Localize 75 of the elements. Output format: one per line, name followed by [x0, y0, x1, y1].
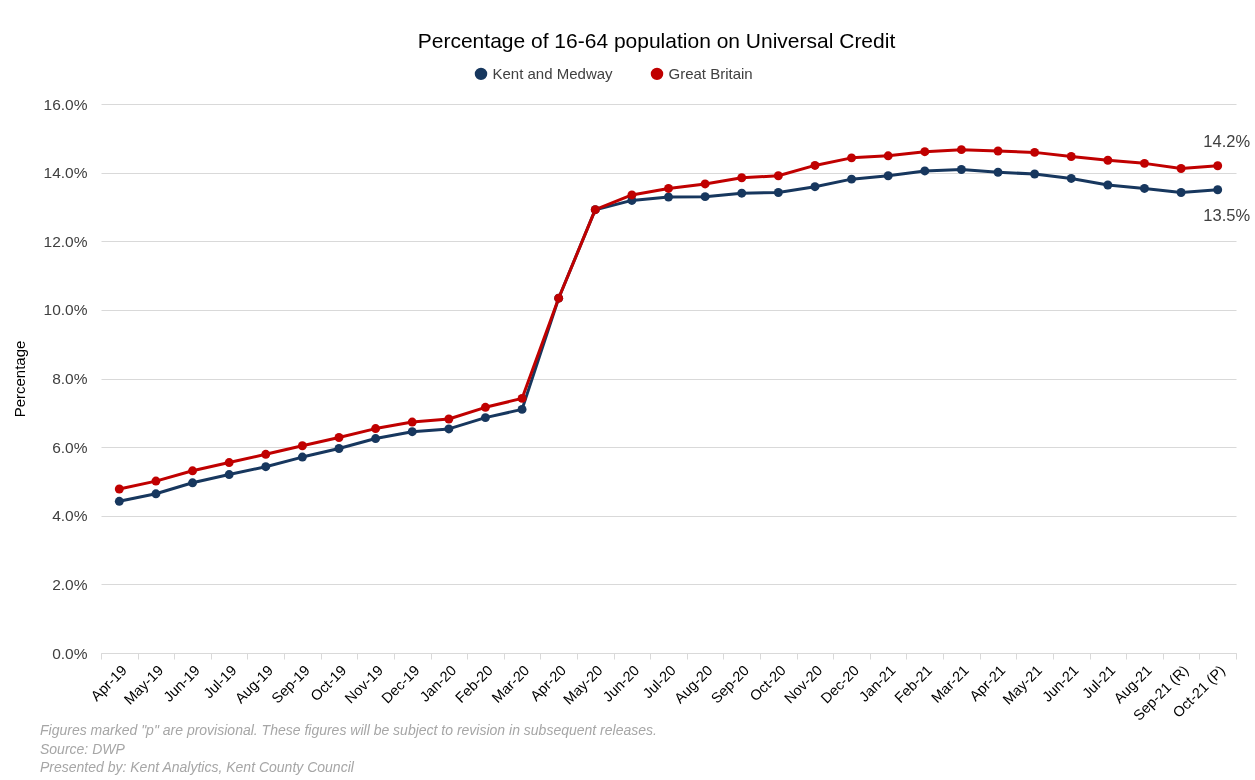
point [444, 414, 454, 424]
point [188, 466, 197, 476]
y-tick-label: 10.0% [43, 301, 88, 319]
point [1140, 183, 1149, 193]
point [847, 174, 857, 184]
legend-label: Great Britain [668, 64, 753, 82]
point [1176, 188, 1186, 197]
point [224, 458, 234, 468]
point [1066, 152, 1076, 161]
point [773, 188, 783, 197]
point [773, 171, 783, 181]
point [371, 434, 381, 444]
point [956, 145, 966, 155]
point [1140, 158, 1149, 168]
data-label: 14.2% [1203, 131, 1251, 150]
point [1213, 185, 1223, 195]
y-tick-label: 4.0% [52, 507, 88, 525]
chart-title: Percentage of 16-64 population on Universal Credit [417, 29, 896, 52]
y-tick-label: 0.0% [52, 644, 88, 662]
y-tick-label: 2.0% [52, 575, 88, 593]
point [810, 160, 820, 170]
text: Presented by: Kent Analytics, Kent County Council [40, 759, 355, 776]
point [261, 449, 271, 459]
point [407, 427, 417, 437]
y-tick-label: 14.0% [43, 164, 88, 182]
point [920, 147, 930, 157]
point [1176, 164, 1186, 173]
point [151, 489, 161, 499]
text: Figures marked "p" are provisional. These figures will be subject to revision in subsequent releases. [40, 722, 657, 738]
point [956, 165, 966, 174]
y-axis-title: Percentage [10, 340, 28, 418]
point [664, 192, 673, 202]
point [334, 444, 344, 453]
y-tick-label: 16.0% [43, 95, 88, 113]
point [1103, 180, 1113, 190]
point [297, 441, 307, 451]
point [920, 166, 930, 176]
point [993, 167, 1003, 177]
point [188, 478, 197, 488]
point [407, 417, 417, 427]
point [883, 171, 893, 181]
point [737, 173, 747, 183]
source-note: Source: DWP [40, 740, 126, 757]
point [480, 402, 490, 412]
point [1103, 155, 1113, 165]
point [1066, 173, 1076, 183]
point [444, 424, 454, 434]
point [334, 433, 344, 442]
data-label: 13.5% [1203, 205, 1251, 224]
y-tick-label: 12.0% [43, 232, 88, 250]
point [700, 192, 710, 202]
point [993, 146, 1003, 156]
y-tick-label: 8.0% [52, 370, 88, 387]
point [1030, 147, 1040, 157]
point [810, 182, 820, 192]
point [1213, 161, 1223, 171]
point [627, 190, 637, 200]
point [297, 452, 307, 462]
y-tick-label: 6.0% [52, 438, 88, 456]
point [480, 413, 490, 423]
point [224, 470, 234, 480]
point [700, 179, 710, 189]
point [1030, 169, 1040, 179]
point [114, 484, 124, 494]
point [847, 153, 857, 163]
point [261, 462, 271, 472]
point [737, 188, 747, 198]
point [883, 151, 893, 161]
point [151, 476, 161, 486]
point [114, 496, 124, 506]
point [371, 424, 381, 434]
point [664, 183, 673, 193]
legend-label: Kent and Medway [492, 64, 614, 82]
point [517, 404, 527, 414]
point [517, 393, 527, 403]
